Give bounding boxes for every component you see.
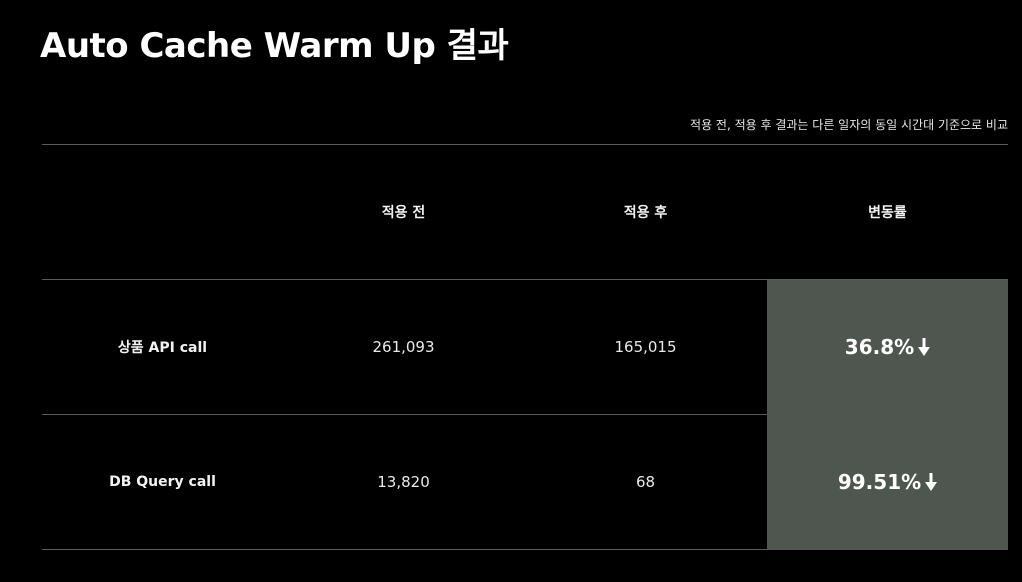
row-db-query-rate: 99.51% bbox=[837, 470, 922, 494]
comparison-note: 적용 전, 적용 후 결과는 다른 일자의 동일 시간대 기준으로 비교 bbox=[690, 118, 1008, 132]
row-product-api-before: 261,093 bbox=[372, 338, 435, 356]
page-title: Auto Cache Warm Up 결과 bbox=[40, 26, 509, 66]
row-product-api-after: 165,015 bbox=[614, 338, 677, 356]
header-divider bbox=[42, 279, 1008, 280]
row-db-query-rate-cell: 99.51% bbox=[767, 415, 1008, 549]
row-db-query-after: 68 bbox=[635, 473, 656, 491]
row-product-api-rate-cell: 36.8% bbox=[767, 280, 1008, 414]
change-rate-column-highlight bbox=[767, 280, 1008, 550]
row-divider bbox=[42, 414, 1008, 415]
row-label-db-query: DB Query call bbox=[109, 474, 216, 490]
row-db-query-before: 13,820 bbox=[377, 473, 430, 491]
row-label-product-api: 상품 API call bbox=[117, 340, 208, 356]
arrow-down-icon bbox=[918, 338, 931, 356]
arrow-down-icon bbox=[925, 473, 938, 491]
table-top-divider bbox=[42, 144, 1008, 145]
header-after: 적용 후 bbox=[623, 205, 668, 221]
row-product-api-rate: 36.8% bbox=[844, 335, 915, 359]
header-change-rate: 변동률 bbox=[868, 205, 907, 221]
table-bottom-divider bbox=[42, 549, 1008, 550]
header-before: 적용 전 bbox=[381, 205, 426, 221]
